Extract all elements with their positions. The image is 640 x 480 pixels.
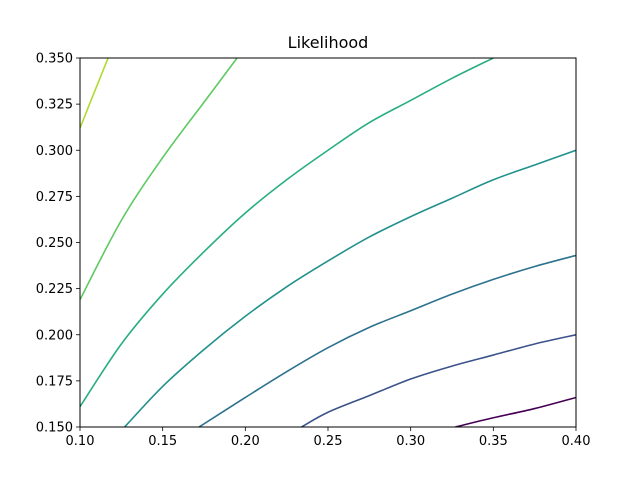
y-tick-label: 0.300 — [36, 144, 73, 159]
y-tick-label: 0.175 — [36, 374, 73, 389]
x-tick-label: 0.10 — [66, 434, 95, 449]
x-axis-ticks: 0.10 0.15 0.20 0.25 0.30 0.35 0.40 — [66, 427, 591, 449]
y-tick-label: 0.225 — [36, 282, 73, 297]
plot-area-frame — [79, 57, 577, 428]
contour-line-5 — [80, 58, 494, 408]
contour-lines — [80, 58, 576, 427]
x-tick-label: 0.30 — [396, 434, 425, 449]
x-tick-label: 0.25 — [314, 434, 343, 449]
x-tick-label: 0.35 — [479, 434, 508, 449]
contour-line-2 — [301, 333, 576, 427]
contour-line-3 — [198, 254, 576, 427]
y-tick-label: 0.250 — [36, 236, 73, 251]
x-tick-label: 0.40 — [562, 434, 591, 449]
y-tick-label: 0.200 — [36, 328, 73, 343]
contour-line-4 — [124, 149, 576, 427]
contour-line-7 — [80, 58, 109, 129]
x-tick-label: 0.15 — [148, 434, 177, 449]
y-tick-label: 0.350 — [36, 52, 73, 67]
contour-line-1 — [455, 396, 576, 427]
y-tick-label: 0.150 — [36, 421, 73, 436]
y-axis-ticks: 0.150 0.175 0.200 0.225 0.250 0.275 0.300 0.325… — [36, 52, 80, 436]
x-tick-label: 0.20 — [231, 434, 260, 449]
chart-title: Likelihood — [288, 33, 369, 52]
y-tick-label: 0.325 — [36, 98, 73, 113]
contour-line-6 — [80, 58, 238, 301]
y-tick-label: 0.275 — [36, 190, 73, 205]
